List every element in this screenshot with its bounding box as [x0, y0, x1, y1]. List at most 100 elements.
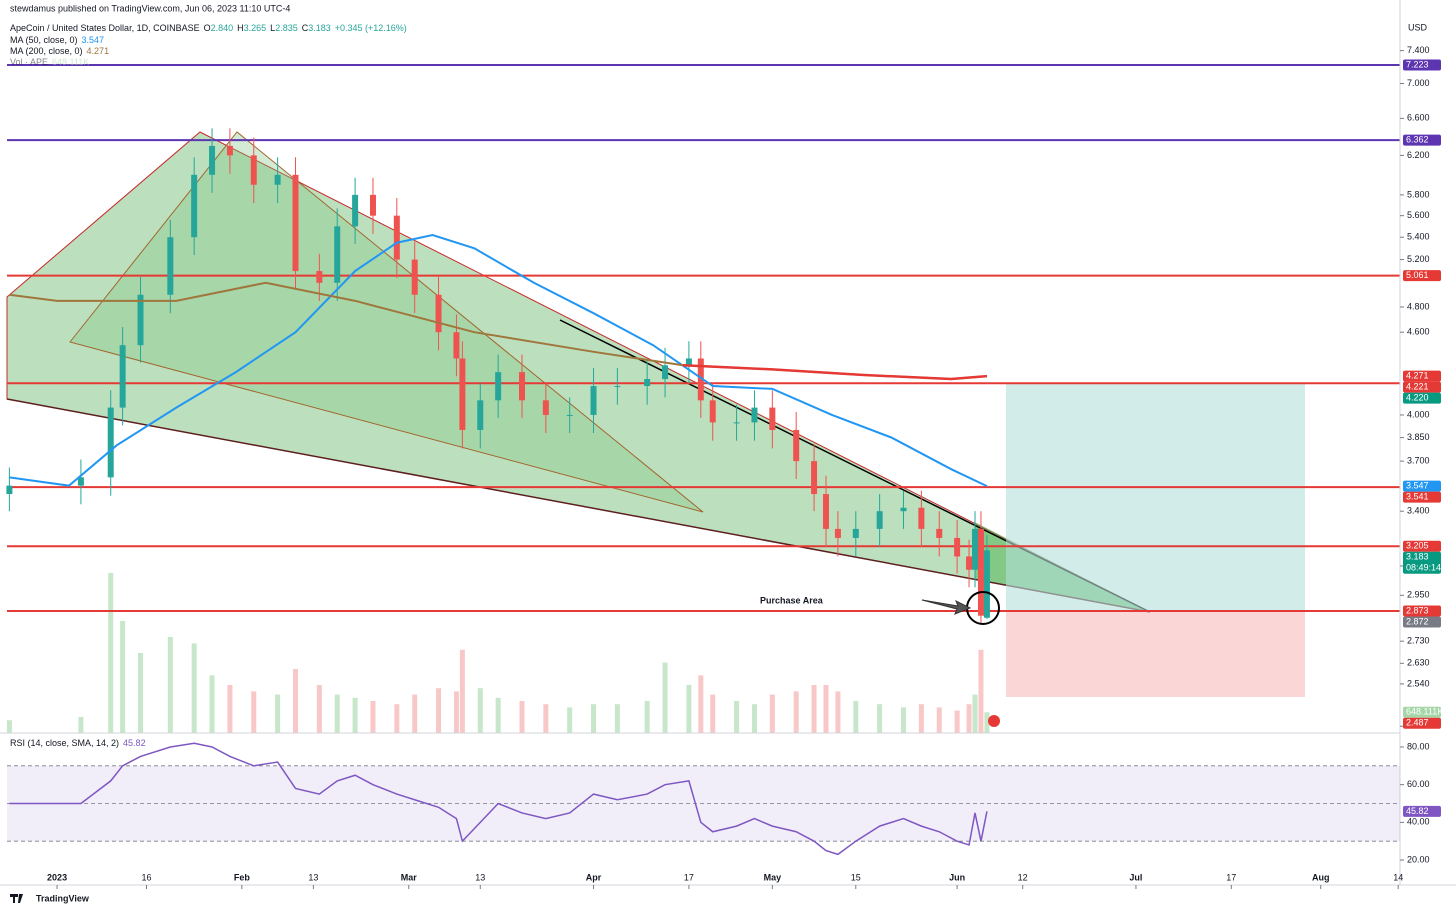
volume-bar	[453, 691, 459, 733]
candle-body	[769, 407, 776, 430]
candle-body	[709, 400, 716, 423]
legend-symbol: ApeCoin / United States Dollar, 1D, COIN…	[10, 23, 200, 33]
price-tag	[1403, 717, 1441, 729]
y-tick-label: 2.950	[1407, 590, 1430, 600]
candle-body	[954, 537, 961, 557]
volume-name: Vol · APE	[10, 57, 48, 67]
annotation: Purchase Area	[760, 595, 824, 605]
candle-body	[852, 528, 859, 538]
candle-body	[274, 174, 281, 185]
volume-bar	[966, 704, 972, 733]
legend-ohlc-label: L	[270, 23, 275, 33]
y-tick-label: 7.400	[1407, 45, 1430, 55]
x-tick-label: Feb	[234, 872, 251, 882]
y-tick-label: 3.400	[1407, 506, 1430, 516]
volume-bar	[459, 649, 465, 733]
volume-bar	[334, 694, 340, 733]
volume-bar	[275, 694, 281, 733]
price-tag	[1403, 616, 1441, 628]
candle-body	[900, 507, 907, 512]
rsi-legend: RSI (14, close, SMA, 14, 2) 45.82	[10, 738, 146, 748]
price-tag-label: 5.061	[1406, 270, 1429, 280]
volume-bar	[251, 691, 257, 733]
volume-bar	[614, 704, 620, 733]
candle-body	[542, 400, 549, 415]
volume-bar	[686, 684, 692, 733]
price-tag-label: 3.541	[1406, 492, 1429, 502]
y-tick-label: 4.800	[1407, 301, 1430, 311]
volume-bar	[477, 688, 483, 733]
price-tag	[1403, 381, 1441, 393]
volume-bar	[918, 704, 924, 733]
volume-bar	[543, 704, 549, 733]
volume-bar	[811, 684, 817, 733]
candle-body	[226, 145, 233, 156]
price-tag-label: 3.547	[1406, 481, 1429, 491]
candle-body	[411, 259, 418, 295]
legend-ohlc-value: 3.265	[244, 23, 267, 33]
y-tick-label: 5.800	[1407, 189, 1430, 199]
rsi-tag	[1403, 805, 1441, 817]
volume-bar	[751, 704, 757, 733]
triangle	[69, 131, 704, 513]
x-tick-label: 14	[1393, 872, 1403, 882]
candle-body	[334, 226, 341, 283]
volume-bar	[793, 691, 799, 733]
volume-bar	[984, 712, 990, 733]
legend-change: +0.345 (+12.16%)	[335, 23, 407, 33]
candle-body	[644, 379, 651, 387]
candle-body	[876, 511, 883, 529]
price-tag-label: 2.487	[1406, 718, 1429, 728]
volume-bar	[835, 691, 841, 733]
legend-ohlc-label: C	[302, 23, 309, 33]
x-tick-label: 13	[308, 872, 318, 882]
price-tag	[1403, 392, 1441, 404]
candle-body	[119, 345, 126, 408]
candle-body	[518, 372, 525, 401]
candle-body	[834, 528, 841, 538]
price-tag-label: 2.873	[1406, 605, 1429, 615]
currency: USD	[1408, 22, 1428, 32]
candle-body	[250, 155, 257, 185]
volume-bar	[644, 700, 650, 733]
candle-body	[292, 174, 299, 272]
x-tick-label: Jun	[949, 872, 965, 882]
target-zone	[1006, 383, 1305, 611]
volume-bar	[662, 662, 668, 733]
volume-bar	[352, 697, 358, 733]
volume-bar	[138, 652, 144, 733]
candle-body	[453, 332, 460, 359]
volume-bar	[710, 694, 716, 733]
volume-bar	[120, 620, 126, 733]
rsi-value: 45.82	[123, 738, 146, 748]
legend-ohlc-value: 2.835	[275, 23, 298, 33]
rsi-tag-label: 45.82	[1406, 806, 1429, 816]
event-icon	[988, 715, 1000, 727]
candle-body	[966, 556, 973, 570]
candle-body	[983, 550, 990, 618]
x-tick-label: 12	[1018, 872, 1028, 882]
volume-legend: Vol · APE 648.111K	[10, 57, 89, 67]
legend-ohlc-value: 2.840	[211, 23, 234, 33]
volume-bar	[495, 697, 501, 733]
volume-bar	[823, 684, 829, 733]
rsi-tick-label: 60.00	[1407, 779, 1430, 789]
volume-bar	[972, 694, 978, 733]
candle-body	[495, 372, 502, 401]
candle-body	[685, 358, 692, 366]
volume-bar	[591, 704, 597, 733]
price-tag	[1403, 540, 1441, 552]
price-tag	[1403, 270, 1441, 282]
y-tick-label: 5.600	[1407, 210, 1430, 220]
candle-body	[697, 358, 704, 401]
volume-bar	[436, 688, 442, 733]
x-tick-label: 17	[1226, 872, 1236, 882]
y-tick-label: 5.200	[1407, 254, 1430, 264]
candle-body	[477, 400, 484, 430]
legend: ApeCoin / United States Dollar, 1D, COIN…	[10, 23, 407, 33]
volume-bar	[78, 716, 84, 733]
volume-bar	[394, 704, 400, 733]
price-tag	[1403, 480, 1441, 492]
candle-body	[6, 485, 13, 495]
price-tag	[1403, 134, 1441, 146]
